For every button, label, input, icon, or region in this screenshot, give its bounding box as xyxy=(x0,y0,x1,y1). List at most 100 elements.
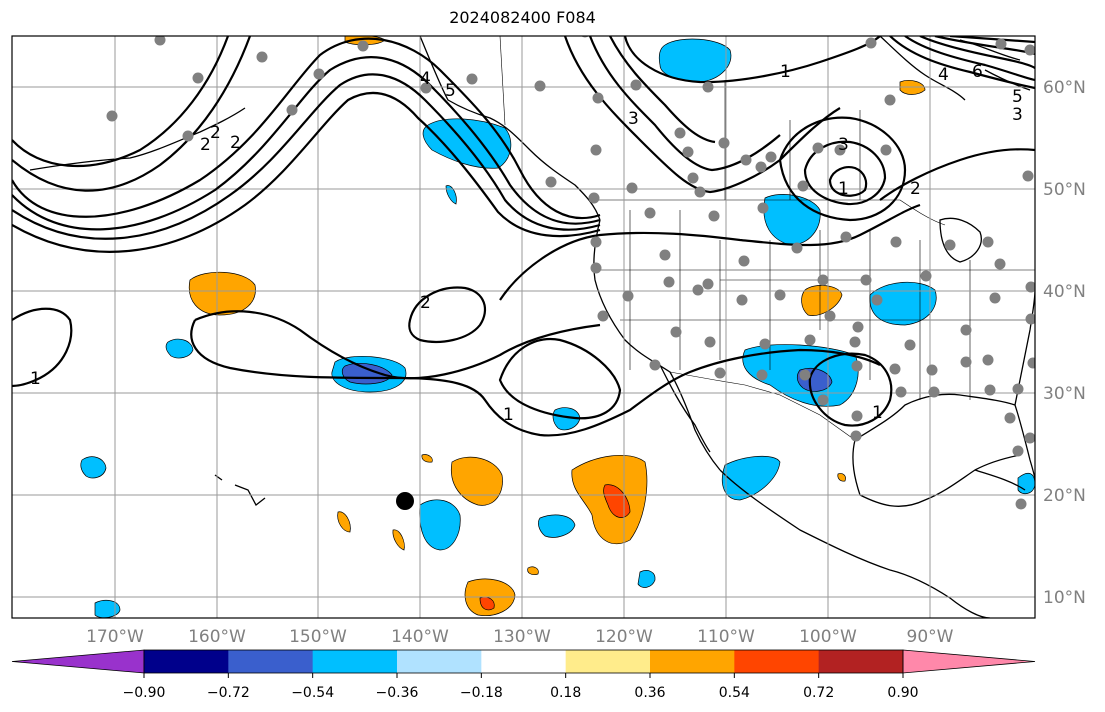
cuba-coast xyxy=(974,469,1026,491)
colorbar-tick-label: −0.54 xyxy=(291,685,334,701)
lat-label: 40°N xyxy=(1043,282,1086,302)
contour-label: 1 xyxy=(30,369,41,389)
hawaii-islands xyxy=(214,474,266,506)
map-frame xyxy=(11,35,1036,619)
lon-label: 130°W xyxy=(493,627,551,647)
contour-label: 3 xyxy=(838,135,849,155)
contour-alaska-ridge-4 xyxy=(12,91,601,253)
colorbar-segment xyxy=(818,650,904,673)
colorbar-segment xyxy=(650,650,735,673)
contour-north-canada-1 xyxy=(623,36,881,84)
contour-low-closed-2 xyxy=(803,140,887,206)
colorbar-frame xyxy=(143,649,904,674)
contour-1-pacific-west xyxy=(12,307,73,388)
mexico-west-coast xyxy=(719,469,991,618)
contour-label: 2 xyxy=(230,133,241,153)
contour-1-mexico-closed xyxy=(498,337,622,420)
anomaly-orange-small-4 xyxy=(527,566,539,575)
colorbar-segment xyxy=(397,650,482,673)
storm-marker xyxy=(396,492,414,510)
longitude-axis: 170°W 160°W 150°W 140°W 130°W 120°W 110°… xyxy=(86,627,954,647)
contour-alaska-ridge-2 xyxy=(12,56,601,231)
contour-label: 2 xyxy=(200,135,211,155)
lon-label: 120°W xyxy=(595,627,653,647)
lon-label: 90°W xyxy=(907,627,954,647)
contour-label: 1 xyxy=(780,62,791,82)
lat-label: 50°N xyxy=(1043,180,1086,200)
colorbar-tick-label: −0.72 xyxy=(207,685,250,701)
contour-north-arc-1 xyxy=(12,36,252,192)
lon-label: 150°W xyxy=(289,627,347,647)
alaska-coastline xyxy=(419,36,601,221)
contour-1-subtropical xyxy=(190,319,881,437)
contour-2-pacific-closed xyxy=(408,286,487,343)
map-title: 2024082400 F084 xyxy=(449,8,596,27)
colorbar-segment xyxy=(312,650,398,673)
contour-label: 2 xyxy=(210,123,221,143)
colorbar-segment xyxy=(144,650,229,673)
anomaly-orange-small-5 xyxy=(837,473,846,482)
anomaly-orange-pacific-west xyxy=(188,271,256,316)
contour-label: 1 xyxy=(872,403,883,423)
anomaly-orange-small-3 xyxy=(421,454,433,463)
contour-northeast-2 xyxy=(904,36,1035,82)
colorbar-segment xyxy=(228,650,314,673)
contour-north-arc-2 xyxy=(12,36,230,168)
lon-label: 100°W xyxy=(799,627,857,647)
colorbar-tick-label: −0.18 xyxy=(460,685,503,701)
colorbar-segment xyxy=(565,650,651,673)
anomaly-blue-pacific-small-6 xyxy=(637,570,656,588)
lat-label: 30°N xyxy=(1043,384,1086,404)
anomaly-blue-pacific-small-1 xyxy=(538,514,576,538)
contour-northeast-1 xyxy=(889,36,1035,90)
contour-label: 4 xyxy=(420,69,431,89)
mexico-gulf-coast xyxy=(852,439,1021,507)
map-background xyxy=(12,36,1035,618)
colorbar-extend-min xyxy=(11,649,145,674)
lon-label: 140°W xyxy=(391,627,449,647)
great-lakes xyxy=(939,217,982,263)
colorbar-tick-label: 0.54 xyxy=(719,685,750,701)
anomaly-blue-florida xyxy=(1017,472,1035,495)
anomaly-orange-small-1 xyxy=(337,511,351,533)
us-canada-border xyxy=(595,199,946,226)
hudson-bay-coast xyxy=(879,36,966,101)
contour-label: 4 xyxy=(938,65,949,85)
lon-label: 170°W xyxy=(86,627,144,647)
contour-label: 6 xyxy=(972,62,983,82)
contour-alaska-ridge-3 xyxy=(12,73,601,240)
lon-label: 160°W xyxy=(188,627,246,647)
anomaly-red-mexico-coast xyxy=(603,484,631,518)
contour-label: 2 xyxy=(420,293,431,313)
colorbar-tick-label: −0.90 xyxy=(123,685,166,701)
aleutian-islands xyxy=(29,107,246,171)
contour-label: 1 xyxy=(838,179,849,199)
west-coast xyxy=(593,219,721,471)
lat-label: 60°N xyxy=(1043,78,1086,98)
contour-1-gulf-closed xyxy=(808,352,893,427)
anomaly-blue-midwest xyxy=(869,281,937,326)
colorbar-segment xyxy=(734,650,820,673)
station-dots xyxy=(106,36,1035,510)
latitude-axis: 60°N 50°N 40°N 30°N 20°N 10°N xyxy=(1043,78,1086,608)
contour-alaska-ridge-1 xyxy=(12,37,601,220)
contour-rockies-trough-3 xyxy=(609,36,716,144)
contour-2-pacific-long xyxy=(194,310,601,380)
contour-2-great-basin xyxy=(499,203,921,301)
colorbar-tick-label: 0.36 xyxy=(634,685,665,701)
contour-label: 3 xyxy=(1012,105,1023,125)
contour-2-eastern xyxy=(879,148,1035,201)
us-mexico-border xyxy=(669,371,856,441)
anomaly-blue-pacific-small-5 xyxy=(94,600,121,618)
contour-label-group: 1 1 1 1 1 2 2 2 2 2 3 3 3 4 4 5 5 6 xyxy=(30,62,1023,425)
colorbar-segment xyxy=(481,650,567,673)
anomaly-blue-pacific-small-2 xyxy=(552,407,581,431)
lat-label: 10°N xyxy=(1043,588,1086,608)
contour-label: 5 xyxy=(1012,87,1023,107)
colorbar: −0.90 −0.72 −0.54 −0.36 −0.18 0.18 0.36 0.54 0.7… xyxy=(11,649,1036,701)
contour-label: 1 xyxy=(503,405,514,425)
colorbar-tick-label: 0.90 xyxy=(887,685,918,701)
lon-label: 110°W xyxy=(697,627,755,647)
contour-label: 2 xyxy=(910,179,921,199)
contour-low-closed-3 xyxy=(828,166,868,197)
